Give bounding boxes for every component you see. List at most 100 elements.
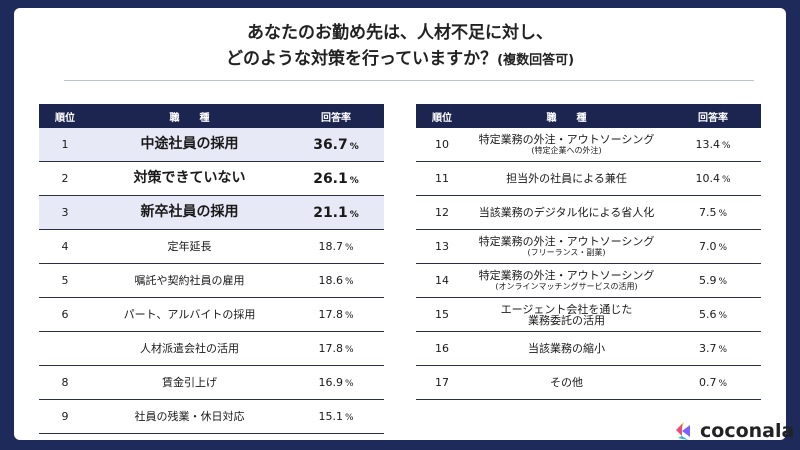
title-note: (複数回答可) xyxy=(497,53,575,68)
job-cell: その他 xyxy=(468,365,665,400)
percent-sign: % xyxy=(718,243,728,253)
job-label: 人材派遣会社の活用 xyxy=(140,342,239,355)
rank-cell: 3 xyxy=(39,195,91,230)
rank-cell: 4 xyxy=(39,229,91,264)
rate-cell: 26.1% xyxy=(288,161,384,196)
rank-cell: 14 xyxy=(416,263,468,298)
rate-cell: 17.8% xyxy=(288,297,384,332)
rank-cell: 15 xyxy=(416,297,468,332)
rate-value: 15.1 xyxy=(318,410,343,423)
job-label: 新卒社員の採用 xyxy=(140,204,239,220)
rate-value: 5.6 xyxy=(698,308,717,321)
rank-cell: 13 xyxy=(416,229,468,264)
percent-sign: % xyxy=(721,141,731,151)
rate-value: 18.7 xyxy=(318,240,343,253)
percent-sign: % xyxy=(349,141,359,152)
rank-cell: 16 xyxy=(416,331,468,366)
job-label: 特定業務の外注・アウトソーシング xyxy=(478,269,655,282)
percent-sign: % xyxy=(718,379,728,389)
rate-cell: 18.6% xyxy=(288,263,384,298)
rate-value: 10.4 xyxy=(695,172,720,185)
rate-cell: 15.1% xyxy=(288,399,384,434)
percent-sign: % xyxy=(718,277,728,287)
table-row: 9 社員の残業・休日対応 15.1% xyxy=(39,399,384,434)
table-header-row: 順位 職 種 回答率 xyxy=(39,104,384,128)
title-divider xyxy=(64,80,754,81)
job-cell: 社員の残業・休日対応 xyxy=(91,399,288,434)
rate-value: 5.9 xyxy=(698,274,717,287)
rate-cell: 10.4% xyxy=(665,161,761,196)
job-label: 当該業務の縮小 xyxy=(528,342,605,355)
rate-value: 17.8 xyxy=(318,342,343,355)
job-cell: 特定業務の外注・アウトソーシング (特定企業への外注) xyxy=(468,128,665,162)
job-cell: 人材派遣会社の活用 xyxy=(91,331,288,366)
rank-cell: 9 xyxy=(39,399,91,434)
logo-text: coconala xyxy=(700,420,795,442)
rate-cell: 3.7% xyxy=(665,331,761,366)
header-rank: 順位 xyxy=(39,104,91,128)
ranking-table-right: 順位 職 種 回答率 10 特定業務の外注・アウトソーシング (特定企業への外注) 1… xyxy=(416,104,761,400)
title-line-1: あなたのお勤め先は、人材不足に対し、 xyxy=(247,23,553,43)
header-rate: 回答率 xyxy=(288,104,384,128)
percent-sign: % xyxy=(344,311,354,321)
header-job: 職 種 xyxy=(468,104,665,128)
table-row: 14 特定業務の外注・アウトソーシング (オンラインマッチングサービスの活用) 5.9… xyxy=(416,263,761,298)
table-row: 3 新卒社員の採用 21.1% xyxy=(39,195,384,230)
header-rank: 順位 xyxy=(416,104,468,128)
rank-cell: 8 xyxy=(39,365,91,400)
job-label: 定年延長 xyxy=(167,240,212,253)
rate-value: 26.1 xyxy=(313,170,348,187)
table-header-row: 順位 職 種 回答率 xyxy=(416,104,761,128)
rank-cell: 1 xyxy=(39,128,91,162)
job-cell: 当該業務のデジタル化による省人化 xyxy=(468,195,665,230)
rate-cell: 13.4% xyxy=(665,128,761,162)
percent-sign: % xyxy=(349,209,359,220)
rank-cell xyxy=(39,331,91,366)
job-label: 当該業務のデジタル化による省人化 xyxy=(478,206,655,219)
percent-sign: % xyxy=(718,345,728,355)
table-row: 2 対策できていない 26.1% xyxy=(39,161,384,196)
job-label: 特定業務の外注・アウトソーシング xyxy=(478,235,655,248)
slide-card: あなたのお勤め先は、人材不足に対し、 どのような対策を行っていますか？(複数回答… xyxy=(14,8,794,442)
table-row: 6 パート、アルバイトの採用 17.8% xyxy=(39,297,384,332)
table-row: 13 特定業務の外注・アウトソーシング (フリーランス・副業) 7.0% xyxy=(416,229,761,264)
rate-cell: 0.7% xyxy=(665,365,761,400)
job-cell: 嘱託や契約社員の雇用 xyxy=(91,263,288,298)
slide-title: あなたのお勤め先は、人材不足に対し、 どのような対策を行っていますか？(複数回答… xyxy=(14,20,786,74)
job-note: 業務委託の活用 xyxy=(528,314,605,327)
job-label: その他 xyxy=(550,376,583,389)
job-label: 賃金引上げ xyxy=(162,376,217,389)
rate-cell: 7.5% xyxy=(665,195,761,230)
job-cell: 特定業務の外注・アウトソーシング (フリーランス・副業) xyxy=(468,229,665,264)
table-row: 11 担当外の社員による兼任 10.4% xyxy=(416,161,761,196)
percent-sign: % xyxy=(344,243,354,253)
rate-value: 36.7 xyxy=(313,136,348,153)
rank-cell: 10 xyxy=(416,128,468,162)
header-rate: 回答率 xyxy=(665,104,761,128)
job-cell: 中途社員の採用 xyxy=(91,128,288,162)
table-row: 8 賃金引上げ 16.9% xyxy=(39,365,384,400)
job-label: 担当外の社員による兼任 xyxy=(506,172,627,185)
job-label: パート、アルバイトの採用 xyxy=(123,308,256,321)
coconala-logo-icon xyxy=(676,422,690,440)
percent-sign: % xyxy=(718,311,728,321)
job-label: 特定業務の外注・アウトソーシング xyxy=(478,133,655,146)
rate-value: 16.9 xyxy=(318,376,343,389)
percent-sign: % xyxy=(721,175,731,185)
rate-cell: 18.7% xyxy=(288,229,384,264)
percent-sign: % xyxy=(344,379,354,389)
table-row: 5 嘱託や契約社員の雇用 18.6% xyxy=(39,263,384,298)
rate-value: 17.8 xyxy=(318,308,343,321)
job-cell: 賃金引上げ xyxy=(91,365,288,400)
job-note: (フリーランス・副業) xyxy=(527,248,606,257)
percent-sign: % xyxy=(718,209,728,219)
rate-value: 13.4 xyxy=(695,138,720,151)
job-cell: 担当外の社員による兼任 xyxy=(468,161,665,196)
coconala-logo: coconala xyxy=(674,420,794,442)
rank-cell: 6 xyxy=(39,297,91,332)
header-job: 職 種 xyxy=(91,104,288,128)
rank-cell: 11 xyxy=(416,161,468,196)
table-row: 17 その他 0.7% xyxy=(416,365,761,400)
rate-value: 0.7 xyxy=(698,376,717,389)
rate-cell: 21.1% xyxy=(288,195,384,230)
